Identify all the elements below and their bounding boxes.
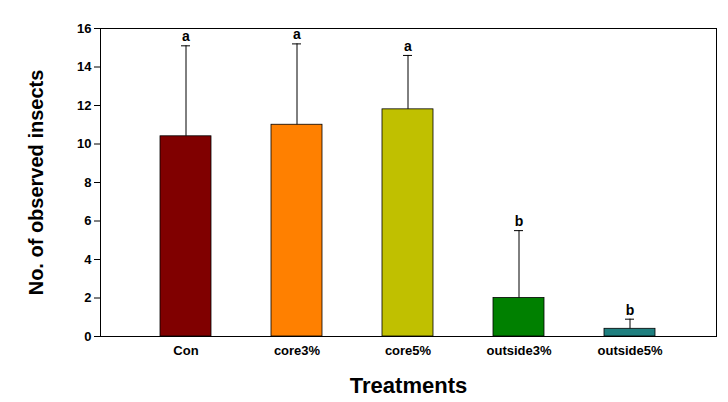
svg-text:10: 10 — [77, 136, 91, 151]
svg-text:0: 0 — [84, 329, 91, 344]
svg-text:a: a — [182, 28, 190, 44]
svg-text:Treatments: Treatments — [350, 373, 467, 398]
svg-text:12: 12 — [77, 98, 91, 113]
svg-text:b: b — [626, 302, 635, 318]
svg-text:6: 6 — [84, 213, 91, 228]
svg-text:core5%: core5% — [385, 343, 432, 358]
svg-text:a: a — [404, 38, 412, 54]
svg-text:8: 8 — [84, 175, 91, 190]
svg-text:outside3%: outside3% — [486, 343, 551, 358]
svg-text:2: 2 — [84, 290, 91, 305]
svg-text:outside5%: outside5% — [597, 343, 662, 358]
svg-text:b: b — [515, 213, 524, 229]
svg-text:16: 16 — [77, 21, 91, 36]
svg-text:Con: Con — [173, 343, 198, 358]
svg-text:14: 14 — [77, 59, 92, 74]
svg-text:No. of observed insects: No. of observed insects — [25, 70, 47, 296]
svg-text:4: 4 — [84, 252, 92, 267]
svg-text:a: a — [293, 26, 301, 43]
svg-text:core3%: core3% — [274, 343, 321, 358]
